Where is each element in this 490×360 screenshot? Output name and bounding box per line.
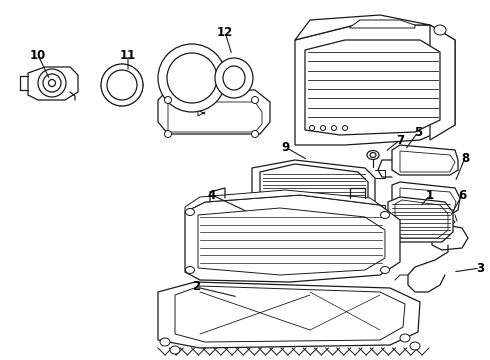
- Polygon shape: [392, 182, 460, 215]
- Ellipse shape: [43, 74, 61, 92]
- Ellipse shape: [167, 53, 217, 103]
- Ellipse shape: [165, 131, 172, 138]
- Ellipse shape: [186, 208, 195, 216]
- Ellipse shape: [49, 80, 55, 86]
- Text: 1: 1: [426, 189, 434, 202]
- Ellipse shape: [332, 126, 337, 131]
- Polygon shape: [388, 197, 453, 242]
- Polygon shape: [185, 190, 380, 212]
- Text: 5: 5: [414, 126, 422, 139]
- Polygon shape: [420, 215, 455, 227]
- Ellipse shape: [158, 44, 226, 112]
- Ellipse shape: [310, 126, 315, 131]
- Ellipse shape: [165, 96, 172, 104]
- Polygon shape: [295, 25, 455, 145]
- Ellipse shape: [251, 131, 259, 138]
- Ellipse shape: [160, 338, 170, 346]
- Ellipse shape: [101, 64, 143, 106]
- Text: 3: 3: [476, 261, 484, 275]
- Polygon shape: [295, 15, 430, 40]
- Text: 4: 4: [208, 189, 216, 202]
- Text: 6: 6: [458, 189, 466, 202]
- Ellipse shape: [400, 334, 410, 342]
- Text: 12: 12: [217, 26, 233, 39]
- Text: 11: 11: [120, 49, 136, 62]
- Ellipse shape: [107, 70, 137, 100]
- Polygon shape: [392, 145, 458, 175]
- Polygon shape: [28, 67, 78, 100]
- Text: 2: 2: [192, 280, 200, 293]
- Ellipse shape: [223, 66, 245, 90]
- Text: 8: 8: [461, 152, 469, 165]
- Ellipse shape: [38, 69, 66, 97]
- Ellipse shape: [251, 96, 259, 104]
- Ellipse shape: [215, 58, 253, 98]
- Ellipse shape: [434, 25, 446, 35]
- Ellipse shape: [381, 266, 390, 274]
- Ellipse shape: [381, 212, 390, 219]
- Ellipse shape: [410, 342, 420, 350]
- Polygon shape: [305, 40, 440, 135]
- Ellipse shape: [343, 126, 347, 131]
- Polygon shape: [350, 20, 415, 28]
- Polygon shape: [430, 25, 455, 140]
- Polygon shape: [260, 164, 368, 210]
- Ellipse shape: [367, 150, 379, 159]
- Text: 9: 9: [281, 140, 289, 153]
- Ellipse shape: [370, 153, 376, 158]
- Ellipse shape: [186, 266, 195, 274]
- Polygon shape: [432, 224, 468, 250]
- Ellipse shape: [170, 346, 180, 354]
- Text: 10: 10: [30, 49, 46, 62]
- Polygon shape: [158, 90, 270, 134]
- Polygon shape: [158, 282, 420, 348]
- Polygon shape: [252, 160, 375, 215]
- Ellipse shape: [320, 126, 325, 131]
- Polygon shape: [185, 195, 400, 282]
- Text: 7: 7: [396, 134, 404, 147]
